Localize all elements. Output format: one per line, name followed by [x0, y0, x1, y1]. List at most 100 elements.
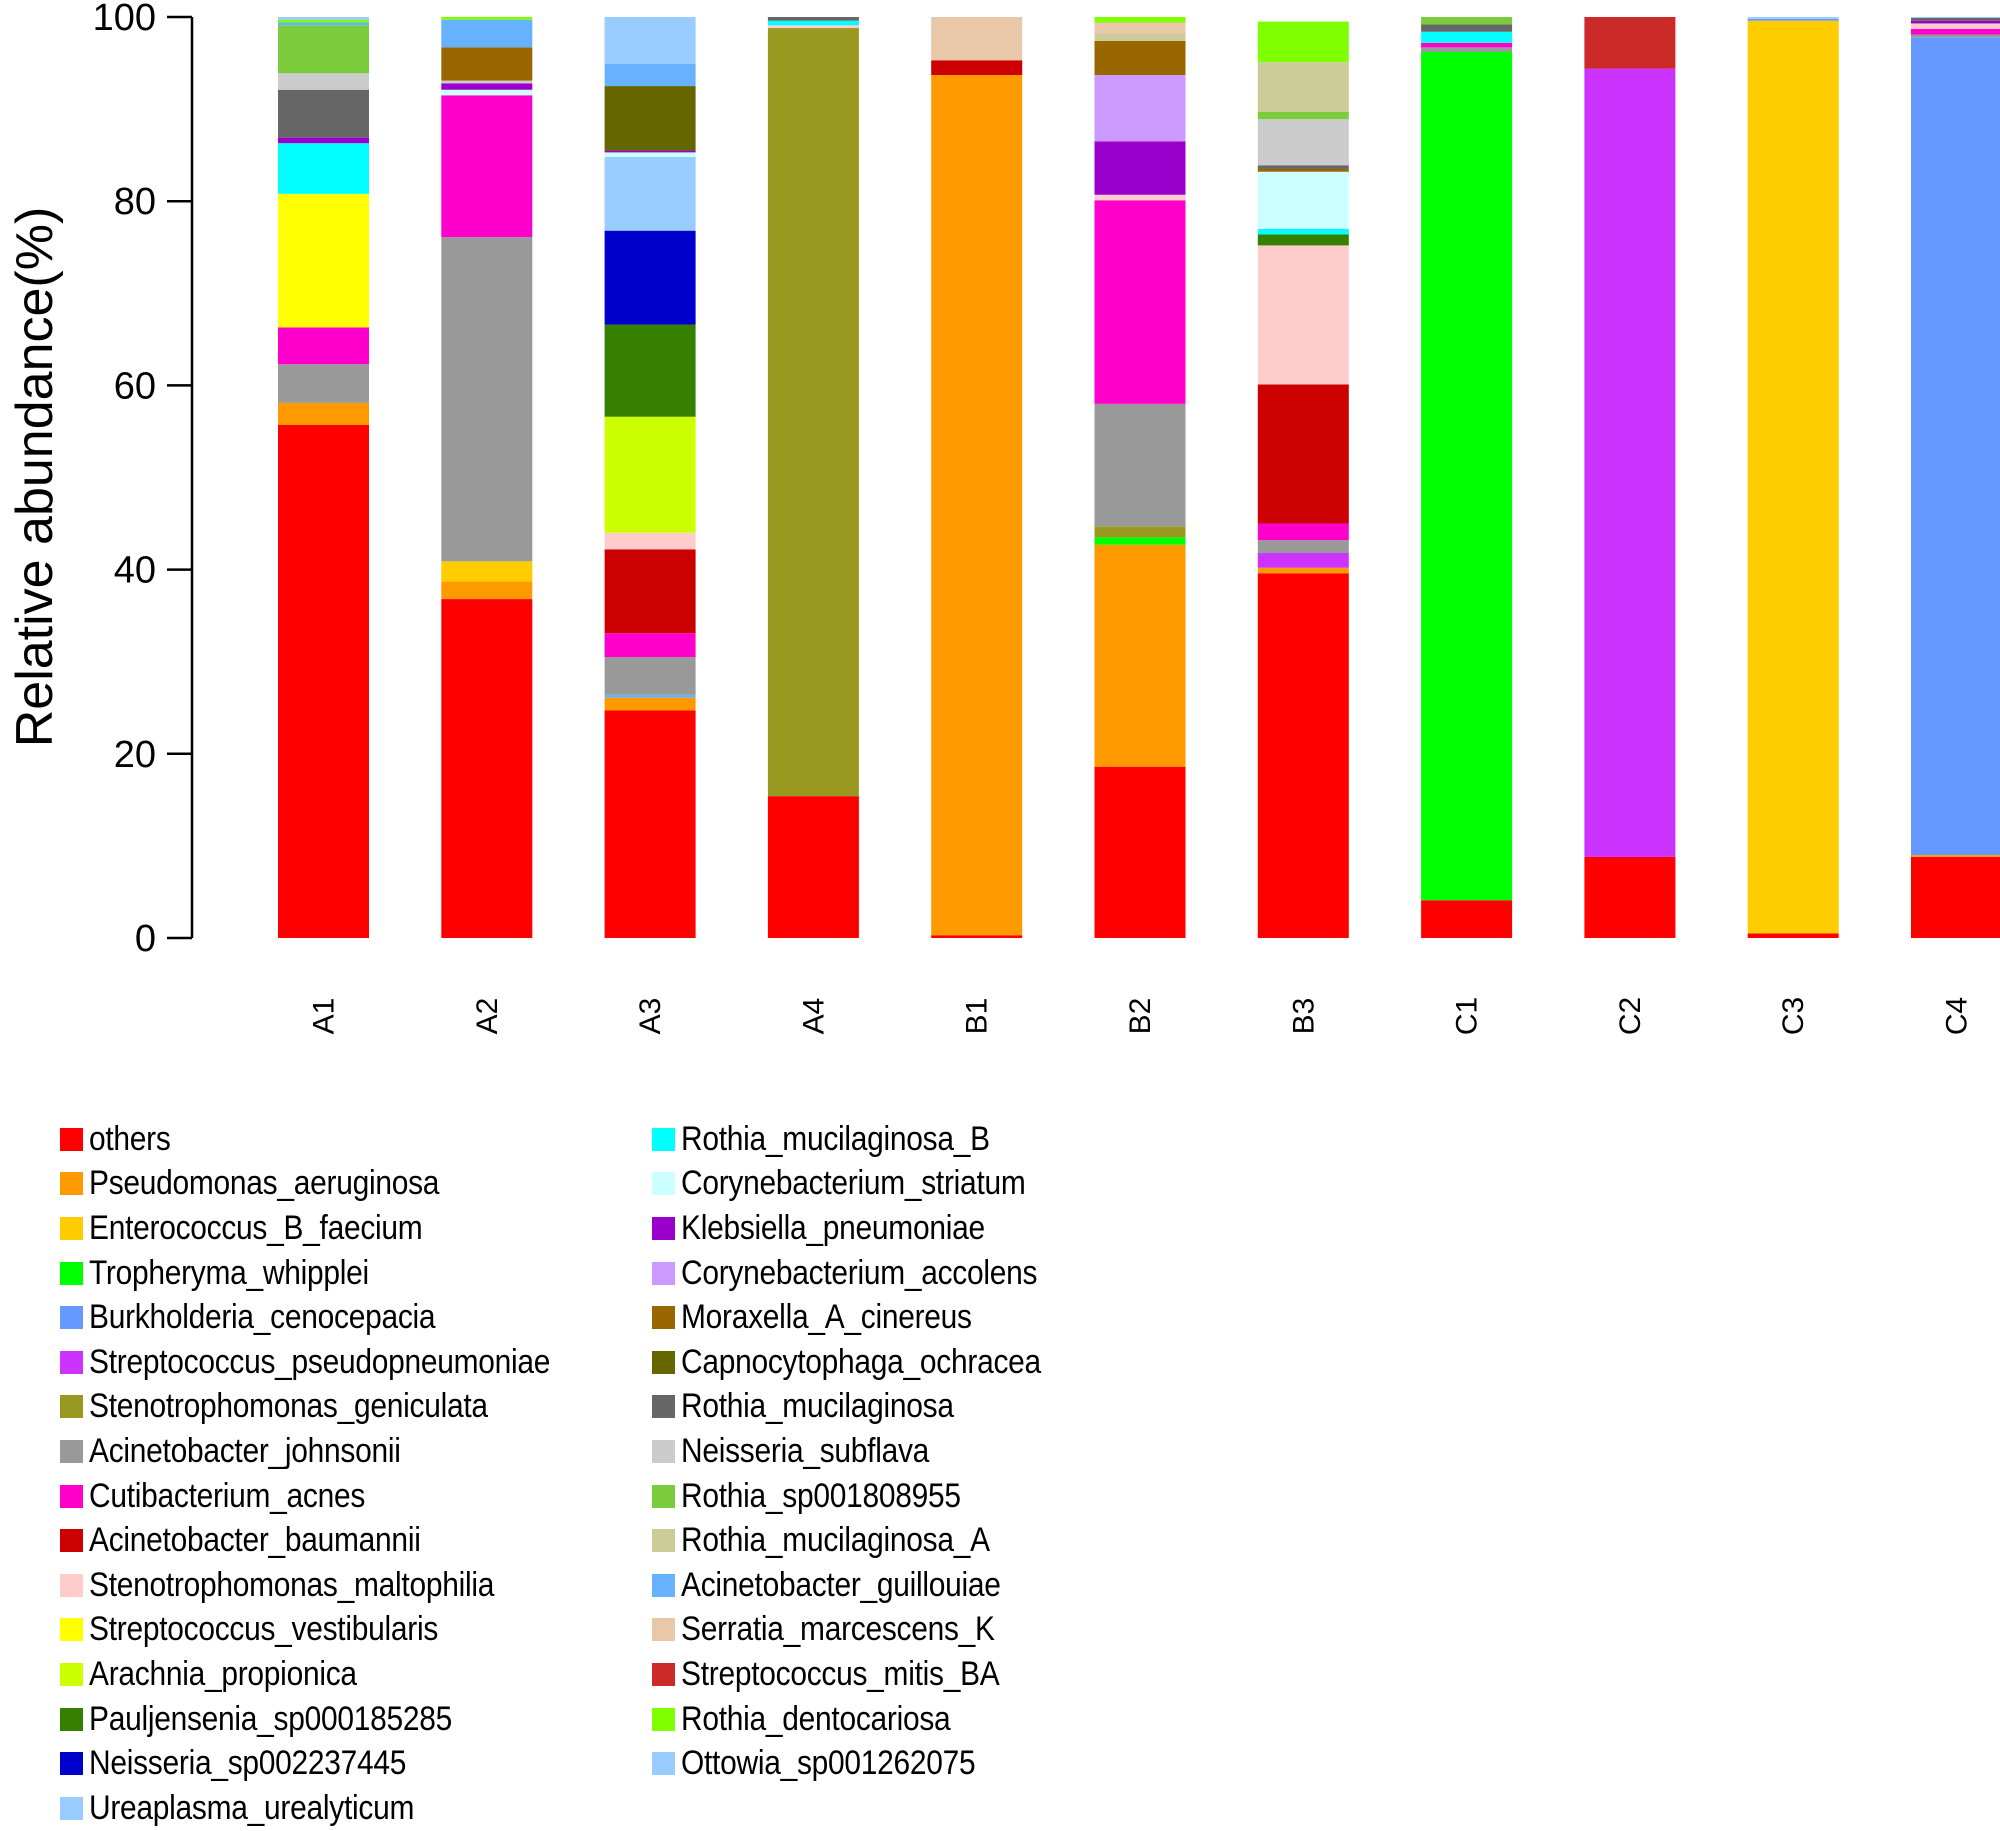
x-tick-label-A3: A3 — [634, 998, 667, 1035]
bar-segment-A1-Rothia_dentocariosa — [278, 19, 369, 23]
bar-segment-B3-Acinetobacter_johnsonii — [1257, 540, 1349, 554]
bar-segment-C4-Pseudomonas_aeruginosa — [1911, 855, 2000, 857]
legend-label: Rothia_dentocariosa — [681, 1699, 951, 1738]
bar-segment-B3-Corynebacterium_striatum — [1257, 171, 1349, 229]
legend-item: Stenotrophomonas_geniculata — [60, 1385, 613, 1430]
legend-swatch — [652, 1707, 675, 1731]
legend-swatch — [60, 1261, 83, 1285]
bar-segment-B3-Rothia_dentocariosa — [1257, 21, 1349, 63]
bar-segment-C2-others — [1584, 856, 1676, 938]
bar-segment-B2-Pseudomonas_aeruginosa — [1094, 544, 1186, 767]
bar-A1 — [278, 17, 369, 938]
legend-label: Rothia_mucilaginosa_A — [681, 1521, 990, 1560]
legend-item: Neisseria_sp002237445 — [60, 1741, 613, 1786]
bar-segment-A3-Acinetobacter_guillouiae — [604, 63, 696, 87]
x-tick-label-B1: B1 — [961, 998, 994, 1035]
legend-item: Pauljensenia_sp000185285 — [60, 1697, 613, 1742]
legend-label: Corynebacterium_accolens — [681, 1253, 1038, 1292]
legend-item: Serratia_marcescens_K — [652, 1608, 1090, 1653]
bar-segment-C4-Klebsiella_pneumoniae — [1911, 20, 2000, 24]
bar-segment-A3-Acinetobacter_baumannii — [604, 549, 696, 634]
bar-segment-A1-Rothia_mucilaginosa — [278, 89, 369, 138]
legend-label: Ureaplasma_urealyticum — [89, 1788, 415, 1827]
x-tick-label-C4: C4 — [1941, 997, 1974, 1035]
legend-column-2: Rothia_mucilaginosa_B Corynebacterium_str… — [652, 1117, 1090, 1786]
x-tick-label-C1: C1 — [1451, 997, 1484, 1035]
bar-A4 — [767, 17, 859, 938]
bar-C1 — [1421, 17, 1513, 938]
bar-segment-C1-Tropheryma_whipplei — [1421, 51, 1513, 901]
bar-segment-C3-Burkholderia_cenocepacia — [1747, 18, 1839, 21]
bar-segment-C2-Streptococcus_mitis_BA — [1584, 17, 1676, 69]
legend-swatch — [60, 1439, 83, 1463]
bar-segment-A3-Ureaplasma_urealyticum — [604, 156, 696, 231]
legend-swatch — [60, 1484, 83, 1508]
bar-segment-A2-Corynebacterium_striatum — [441, 89, 533, 96]
bar-segment-B1-Serratia_marcescens_K — [931, 17, 1023, 61]
x-tick-label-A2: A2 — [471, 998, 504, 1035]
bar-segment-B2-Moraxella_A_cinereus — [1094, 40, 1186, 76]
bar-segment-B2-Stenotrophomonas_geniculata — [1094, 526, 1186, 538]
bar-segment-B1-Pseudomonas_aeruginosa — [931, 75, 1023, 936]
bar-segment-B3-Cutibacterium_acnes — [1257, 523, 1349, 541]
legend-column-1: others Pseudomonas_aeruginosa Enterococcus… — [60, 1117, 613, 1831]
legend-swatch — [60, 1529, 83, 1553]
legend-label: Streptococcus_vestibularis — [89, 1610, 439, 1649]
bar-segment-A4-Rothia_mucilaginosa — [767, 17, 859, 21]
bar-C3 — [1747, 17, 1839, 938]
bar-A3 — [604, 17, 696, 938]
legend-label: Cutibacterium_acnes — [89, 1476, 366, 1515]
legend-item: Tropheryma_whipplei — [60, 1251, 613, 1296]
y-tick-label: 20 — [114, 734, 156, 776]
bar-segment-C3-others — [1747, 933, 1839, 938]
y-tick-label: 80 — [114, 181, 156, 223]
legend-label: Klebsiella_pneumoniae — [681, 1208, 985, 1247]
legend-item: Cutibacterium_acnes — [60, 1474, 613, 1519]
bar-segment-B3-Streptococcus_pseudopneumoniae — [1257, 553, 1349, 568]
bar-segment-C4-Acinetobacter_johnsonii — [1911, 34, 2000, 38]
legend-swatch — [652, 1529, 675, 1553]
bar-segment-C1-Rothia_sp001808955 — [1421, 17, 1513, 25]
bar-segment-B3-Rothia_mucilaginosa_B — [1257, 228, 1349, 235]
bar-segment-C4-Burkholderia_cenocepacia — [1911, 37, 2000, 856]
legend-swatch — [652, 1395, 675, 1419]
legend-item: Streptococcus_vestibularis — [60, 1608, 613, 1653]
bar-segment-B3-Rothia_mucilaginosa_A — [1257, 62, 1349, 112]
legend-label: Burkholderia_cenocepacia — [89, 1298, 436, 1337]
bar-segment-A3-Pseudomonas_aeruginosa — [604, 697, 696, 711]
legend-item: Pseudomonas_aeruginosa — [60, 1162, 613, 1207]
bar-segment-A3-Acinetobacter_guillouiae — [604, 694, 696, 698]
legend-swatch — [60, 1752, 83, 1776]
legend-swatch — [652, 1172, 675, 1196]
x-tick-label-A1: A1 — [308, 998, 341, 1035]
legend-swatch — [652, 1216, 675, 1240]
bar-segment-A1-Klebsiella_pneumoniae — [278, 137, 369, 144]
bar-segment-C1-Rothia_mucilaginosa — [1421, 24, 1513, 32]
legend-label: Arachnia_propionica — [89, 1654, 357, 1693]
legend-swatch — [60, 1216, 83, 1240]
bar-segment-C3-Enterococcus_B_faecium — [1747, 20, 1839, 934]
bar-segment-A1-Acinetobacter_guillouiae — [278, 22, 369, 26]
bar-segment-B2-Serratia_marcescens_K — [1094, 22, 1186, 34]
legend-item: Moraxella_A_cinereus — [652, 1295, 1090, 1340]
legend-swatch — [60, 1350, 83, 1374]
legend-swatch — [60, 1127, 83, 1151]
bar-segment-A4-Rothia_mucilaginosa_B — [767, 20, 859, 26]
legend-item: Rothia_mucilaginosa_B — [652, 1117, 1090, 1162]
bar-segment-C1-Rothia_mucilaginosa_B — [1421, 31, 1513, 43]
legend-swatch — [652, 1618, 675, 1642]
bar-segment-A2-Acinetobacter_guillouiae — [441, 19, 533, 48]
legend-swatch — [60, 1573, 83, 1597]
legend-item: Ottowia_sp001262075 — [652, 1741, 1090, 1786]
legend-swatch — [60, 1796, 83, 1820]
legend-item: Arachnia_propionica — [60, 1652, 613, 1697]
x-tick-label-B3: B3 — [1287, 998, 1320, 1035]
legend-label: Rothia_mucilaginosa — [681, 1387, 954, 1426]
bar-segment-C4-Ottowia_sp001262075 — [1911, 17, 2000, 18]
bar-segment-A1-Ottowia_sp001262075 — [278, 17, 369, 20]
bar-segment-A2-Cutibacterium_acnes — [441, 95, 533, 238]
legend-label: Stenotrophomonas_maltophilia — [89, 1565, 495, 1604]
bar-segment-C4-Cutibacterium_acnes — [1911, 28, 2000, 35]
bar-segment-A3-Cutibacterium_acnes — [604, 633, 696, 658]
legend-label: others — [89, 1119, 171, 1158]
